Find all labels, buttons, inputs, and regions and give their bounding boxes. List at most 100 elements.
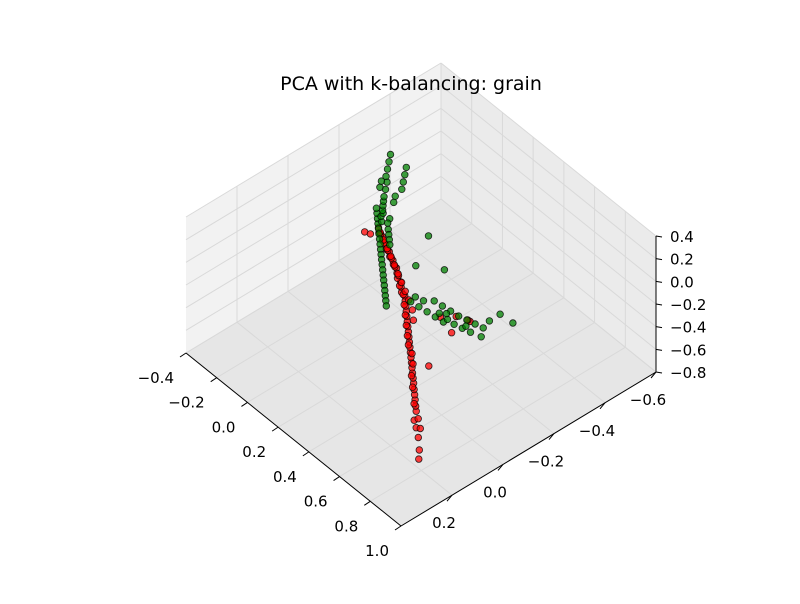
scatter-point-1	[401, 170, 409, 179]
scatter-point-1	[440, 266, 449, 274]
x-tick-label: 0.8	[334, 517, 358, 535]
z-tick-label: 0.0	[670, 273, 694, 291]
scatter-point-1	[377, 177, 386, 185]
x-tick	[179, 352, 187, 358]
x-tick	[333, 476, 340, 481]
grid-line	[308, 297, 565, 453]
scatter-point-0	[408, 349, 416, 358]
scatter-point-0	[366, 230, 375, 238]
scatter-point-1	[509, 319, 517, 327]
scatter-point-1	[462, 322, 470, 330]
z-tick-label: −0.2	[670, 296, 706, 314]
scatter-point-1	[391, 192, 399, 200]
scatter-point-0	[409, 360, 417, 368]
grid-line	[339, 322, 595, 477]
scatter-point-0	[404, 341, 413, 349]
z-tick	[655, 235, 663, 238]
grid-line	[370, 346, 626, 502]
scatter-point-1	[385, 158, 393, 166]
z-tick	[655, 258, 663, 261]
scatter-point-1	[382, 172, 390, 181]
y-tick	[599, 402, 606, 410]
y-tick-label: 0.2	[432, 514, 456, 532]
x-tick-label: 0.6	[304, 493, 328, 511]
scatter-point-0	[416, 424, 424, 433]
z-tick-label: −0.6	[670, 341, 706, 359]
x-tick	[271, 426, 279, 432]
scatter-point-1	[376, 183, 384, 191]
grid-line	[185, 85, 442, 241]
scatter-point-1	[455, 312, 463, 320]
scatter-point-0	[397, 278, 406, 287]
x-tick	[364, 500, 371, 506]
scatter-point-0	[401, 287, 409, 295]
scatter-point-1	[386, 150, 395, 159]
grid-line	[440, 62, 657, 237]
x-tick	[302, 451, 310, 457]
scatter-point-1	[372, 204, 381, 212]
y-tick-label: −0.6	[630, 391, 666, 409]
x-tick	[210, 377, 217, 383]
x-tick-label: −0.4	[138, 369, 174, 387]
x-tick-label: −0.2	[168, 394, 204, 412]
grid-line	[236, 321, 453, 496]
z-tick-label: 0.4	[670, 228, 694, 246]
z-tick-label: 0.2	[670, 251, 694, 269]
scatter-point-1	[415, 303, 423, 311]
y-tick	[446, 494, 453, 502]
z-tick	[655, 371, 663, 374]
x-tick-label: 0.0	[212, 418, 236, 436]
y-tick-label: −0.4	[579, 422, 615, 440]
x-axis-line	[185, 352, 402, 527]
z-tick-label: −0.4	[670, 319, 706, 337]
grid-line	[277, 272, 534, 428]
z-tick	[655, 303, 663, 306]
grid-line	[185, 107, 442, 263]
grid-line	[440, 198, 657, 373]
scatter-point-0	[447, 329, 456, 337]
scatter-point-1	[411, 293, 419, 301]
scatter-point-0	[403, 332, 412, 340]
scatter-point-0	[402, 321, 410, 330]
grid-line	[287, 291, 504, 465]
scatter-point-1	[438, 302, 447, 310]
scatter-point-0	[414, 433, 422, 442]
x-tick	[241, 402, 248, 407]
x-tick-label: 1.0	[365, 542, 389, 560]
tick-marks	[179, 235, 663, 531]
grid-line	[185, 62, 442, 218]
z-tick-label: −0.8	[670, 364, 706, 382]
z-tick	[655, 326, 663, 329]
scatter-point-1	[380, 192, 388, 201]
scatter-point-1	[450, 320, 458, 328]
x-tick-label: 0.2	[242, 443, 266, 461]
grid-line	[440, 107, 657, 282]
scatter-point-0	[425, 362, 433, 370]
scatter-point-1	[399, 178, 407, 186]
grid-line	[185, 175, 442, 331]
y-axis-line	[400, 371, 657, 527]
grid-line	[440, 153, 657, 328]
floor-pane	[186, 199, 656, 526]
grid-line	[440, 130, 657, 305]
scatter-point-1	[424, 232, 433, 240]
scatter-point-1	[402, 163, 410, 172]
scatter-point-0	[401, 311, 409, 319]
tick-labels: −0.4 −0.2 0.0 0.2 0.4 0.6 0.8 1.0 −0.6 −0.4 −0.2 0.…	[138, 228, 707, 560]
scatter-point-0	[415, 446, 423, 454]
chart-title: PCA with k-balancing: grain	[280, 73, 542, 95]
scatter-point-1	[382, 302, 390, 310]
scatter-point-0	[414, 415, 422, 423]
scatter-point-1	[384, 219, 392, 227]
scatter-point-0	[394, 270, 402, 278]
scatter-point-1	[442, 309, 451, 318]
y-tick	[548, 433, 555, 440]
x-tick	[394, 525, 402, 531]
scatter-point-0	[408, 306, 417, 314]
scatter-point-0	[409, 316, 418, 324]
grid-line	[247, 248, 503, 403]
y-tick	[650, 371, 657, 379]
scatter-point-1	[471, 320, 479, 328]
